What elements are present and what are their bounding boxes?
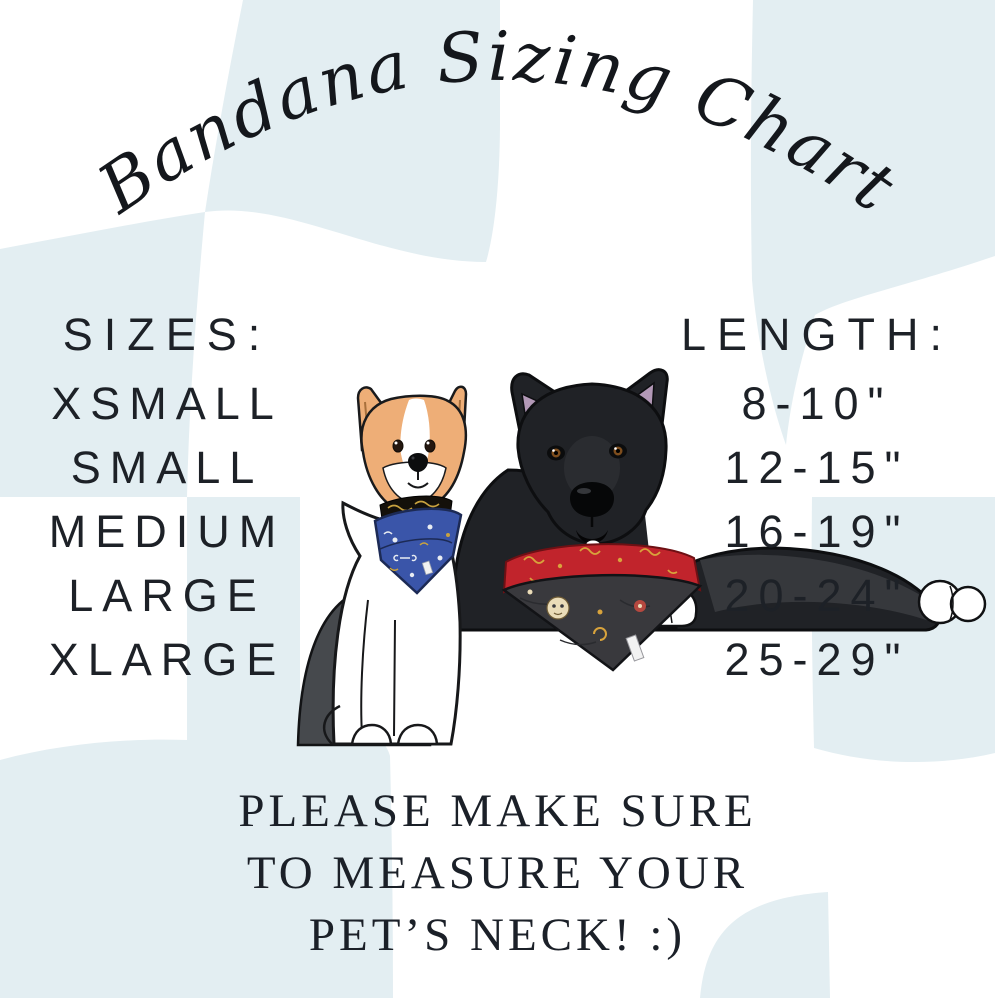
measure-note: PLEASE MAKE SURE TO MEASURE YOUR PET’S N… bbox=[0, 780, 995, 966]
black-dog-nose bbox=[570, 482, 614, 517]
bg-bottom-left bbox=[0, 497, 393, 998]
bg-top-right bbox=[750, 0, 995, 445]
black-dog bbox=[452, 368, 987, 672]
bg-top-band bbox=[205, 0, 500, 262]
size-row: XSMALL bbox=[51, 378, 283, 429]
length-row: 25-29" bbox=[724, 634, 910, 685]
title-arc: Bandana Sizing Chart bbox=[83, 18, 910, 230]
measure-note-line: PLEASE MAKE SURE bbox=[238, 785, 757, 837]
size-row: MEDIUM bbox=[48, 506, 286, 557]
sizes-header: SIZES: bbox=[62, 309, 272, 360]
lengths-header: LENGTH: bbox=[680, 309, 954, 360]
length-row: 8-10" bbox=[741, 378, 893, 429]
bg-left-panel bbox=[0, 212, 205, 497]
length-row: 20-24" bbox=[724, 570, 910, 621]
corgi-paw bbox=[396, 723, 439, 746]
hind-paw bbox=[949, 585, 987, 623]
black-dog-eyes bbox=[547, 443, 627, 461]
measure-note-line: PET’S NECK! :) bbox=[308, 909, 687, 961]
length-row: 12-15" bbox=[724, 442, 910, 493]
corgi-paw bbox=[350, 723, 393, 746]
corgi bbox=[322, 385, 468, 746]
length-row: 16-19" bbox=[724, 506, 910, 557]
bg-bottom-sliver bbox=[700, 892, 830, 998]
red-bandana bbox=[501, 543, 703, 672]
corgi-eyes bbox=[392, 439, 436, 453]
size-row: SMALL bbox=[70, 442, 264, 493]
blue-bandana bbox=[373, 507, 463, 595]
size-row: XLARGE bbox=[48, 634, 286, 685]
measure-note-line: TO MEASURE YOUR bbox=[246, 847, 749, 899]
lengths-column: LENGTH: 8-10" 12-15" 16-19" 20-24" 25-29… bbox=[650, 298, 984, 692]
size-row: LARGE bbox=[68, 570, 266, 621]
sizes-column: SIZES: XSMALL SMALL MEDIUM LARGE XLARGE bbox=[0, 298, 334, 692]
page-title: Bandana Sizing Chart bbox=[83, 18, 910, 230]
